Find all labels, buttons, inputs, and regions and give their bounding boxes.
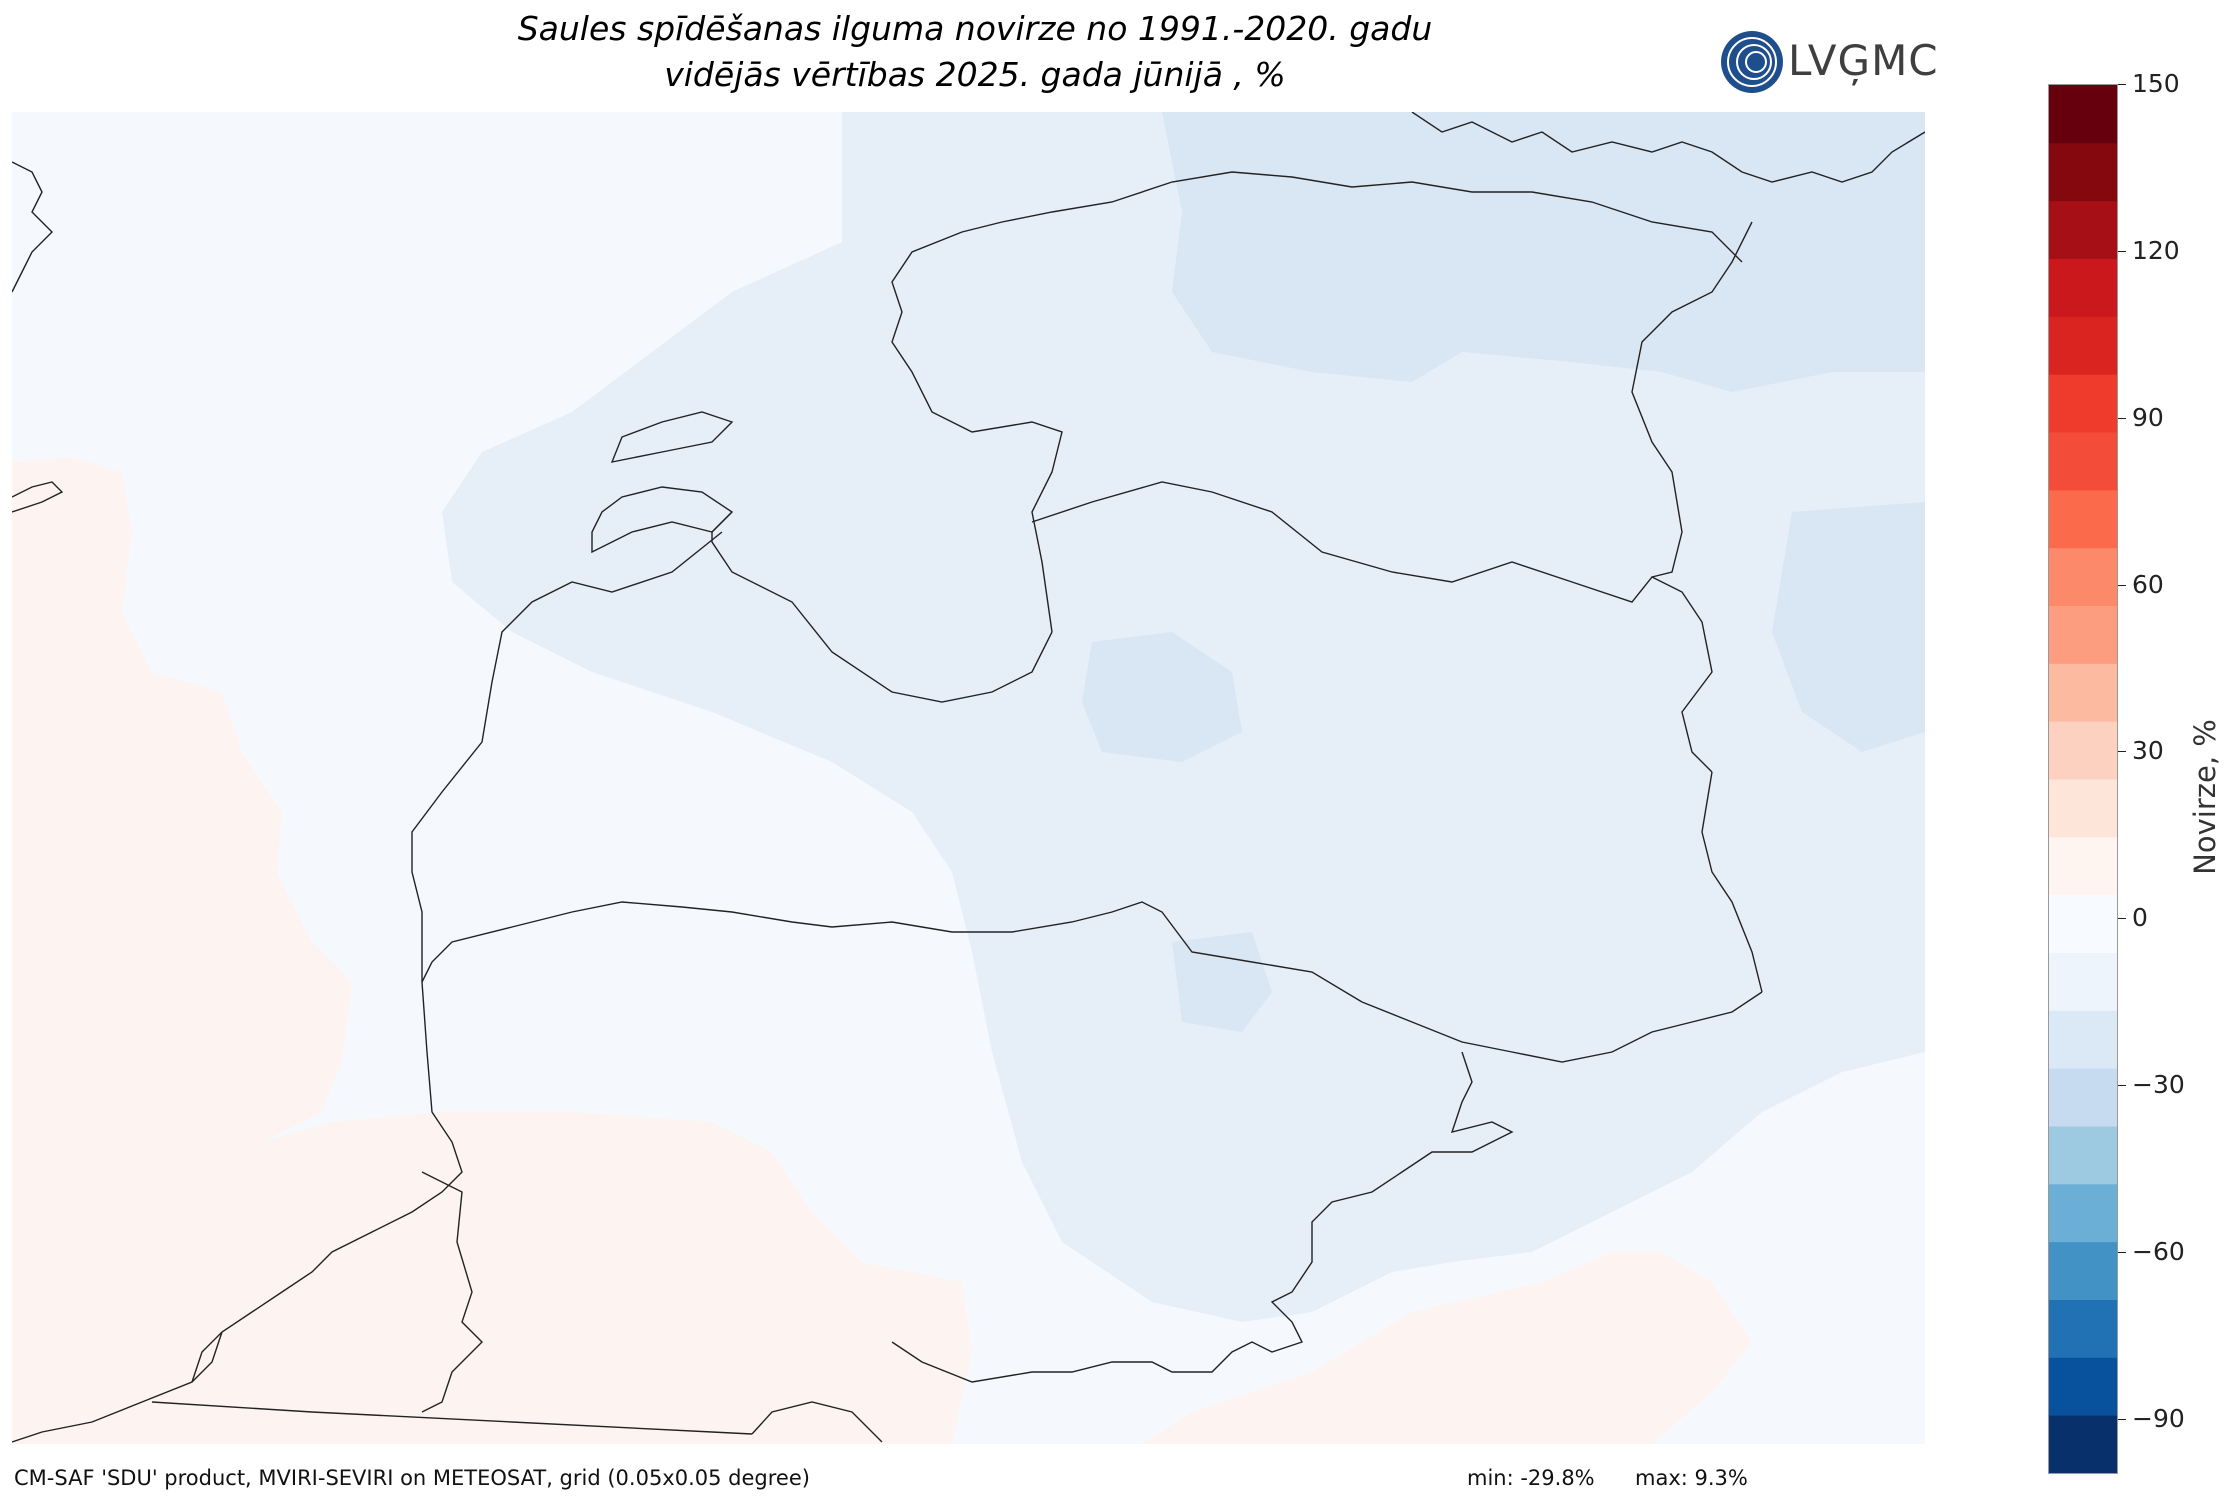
colorbar-segment xyxy=(2049,1126,2117,1185)
cb-label-minus60: −60 xyxy=(2132,1237,2185,1266)
negative-region-darker-3 xyxy=(1082,632,1242,762)
lvgmc-logo: LVĢMC xyxy=(1720,30,1940,96)
cb-tick-120 xyxy=(2118,251,2126,252)
colorbar-segment xyxy=(2049,316,2117,375)
coast-finland xyxy=(1411,112,1925,183)
negative-region-darker-1 xyxy=(1162,112,1925,392)
saaremaa-island xyxy=(591,486,734,554)
hiiumaa-island xyxy=(610,411,734,463)
kaliningrad-border xyxy=(421,1171,483,1413)
latvia-belarus-border xyxy=(1361,991,1763,1063)
footer-source: CM-SAF 'SDU' product, MVIRI-SEVIRI on ME… xyxy=(14,1466,810,1490)
map-title: Saules spīdēšanas ilguma novirze no 1991… xyxy=(0,6,1950,98)
cb-label-90: 90 xyxy=(2132,403,2164,432)
lithuania-belarus-border xyxy=(891,1051,1514,1383)
poland-kaliningrad-border xyxy=(151,1401,753,1435)
footer-min: min: -29.8% xyxy=(1467,1466,1595,1490)
colorbar-segment xyxy=(2049,1010,2117,1069)
anomaly-map xyxy=(12,112,1925,1444)
cb-tick-150 xyxy=(2118,84,2126,85)
colorbar-segment xyxy=(2049,605,2117,664)
logo-text: LVĢMC xyxy=(1788,36,1939,85)
negative-region-darker-2 xyxy=(1772,502,1925,752)
colorbar-segment xyxy=(2049,1241,2117,1300)
colorbar-segment xyxy=(2049,1357,2117,1416)
cb-tick-90 xyxy=(2118,418,2126,419)
cb-label-150: 150 xyxy=(2132,69,2180,98)
cb-tick-30 xyxy=(2118,751,2126,752)
cb-tick-60 xyxy=(2118,585,2126,586)
title-line-2: vidējās vērtības 2025. gada jūnijā , % xyxy=(664,55,1286,94)
colorbar-segment xyxy=(2049,1068,2117,1127)
colorbar-segment xyxy=(2049,85,2117,144)
sweden-coast xyxy=(12,161,53,293)
colorbar-segment xyxy=(2049,721,2117,780)
colorbar-title: Novirze, % xyxy=(2188,719,2222,875)
cb-tick-minus30 xyxy=(2118,1085,2126,1086)
colorbar-segment xyxy=(2049,663,2117,722)
colorbar-segment xyxy=(2049,952,2117,1011)
cb-label-30: 30 xyxy=(2132,736,2164,765)
colorbar-gradient xyxy=(2049,85,2117,1474)
estonia-latvia-border xyxy=(1031,481,1713,773)
coast-poland xyxy=(12,1331,223,1443)
colorbar-segment xyxy=(2049,894,2117,953)
cb-label-120: 120 xyxy=(2132,236,2180,265)
cb-tick-minus90 xyxy=(2118,1419,2126,1420)
colorbar-segment xyxy=(2049,1183,2117,1243)
latvia-russia-border xyxy=(1701,771,1763,993)
cb-label-minus30: −30 xyxy=(2132,1070,2185,1099)
cb-label-minus90: −90 xyxy=(2132,1404,2185,1433)
cb-tick-minus60 xyxy=(2118,1252,2126,1253)
colorbar-segment xyxy=(2049,258,2117,317)
coastlines-borders xyxy=(12,112,1925,1443)
colorbar-segment xyxy=(2049,836,2117,896)
coast-latvia-west xyxy=(411,531,723,1053)
colorbar-segment xyxy=(2049,142,2117,202)
colorbar-segment xyxy=(2049,547,2117,606)
colorbar-segment xyxy=(2049,489,2117,549)
colorbar-segment xyxy=(2049,1415,2117,1474)
colorbar-segment xyxy=(2049,432,2117,491)
positive-region-west xyxy=(12,457,352,1202)
positive-region-southeast xyxy=(1142,1252,1752,1444)
coast-estonia-north xyxy=(891,171,1743,633)
cb-label-0: 0 xyxy=(2132,903,2148,932)
colorbar xyxy=(2048,84,2118,1474)
cb-tick-0 xyxy=(2118,918,2126,919)
colorbar-segment xyxy=(2049,779,2117,838)
latvia-lithuania-border xyxy=(421,901,1363,1003)
cb-label-60: 60 xyxy=(2132,570,2164,599)
negative-region-darker-4 xyxy=(1172,932,1272,1032)
colorbar-segment xyxy=(2049,1299,2117,1358)
colorbar-segment xyxy=(2049,200,2117,259)
estonia-russia-border xyxy=(1631,221,1753,578)
gotland-fragment xyxy=(12,481,64,513)
colorbar-segment xyxy=(2049,374,2117,433)
coast-gulf-riga xyxy=(711,511,1053,703)
footer-max: max: 9.3% xyxy=(1635,1466,1748,1490)
logo-globe-icon xyxy=(1721,31,1783,93)
title-line-1: Saules spīdēšanas ilguma novirze no 1991… xyxy=(517,9,1433,48)
lithuania-poland-border xyxy=(751,1401,883,1443)
coast-curonian xyxy=(191,1051,463,1383)
positive-region-south xyxy=(12,1112,972,1444)
